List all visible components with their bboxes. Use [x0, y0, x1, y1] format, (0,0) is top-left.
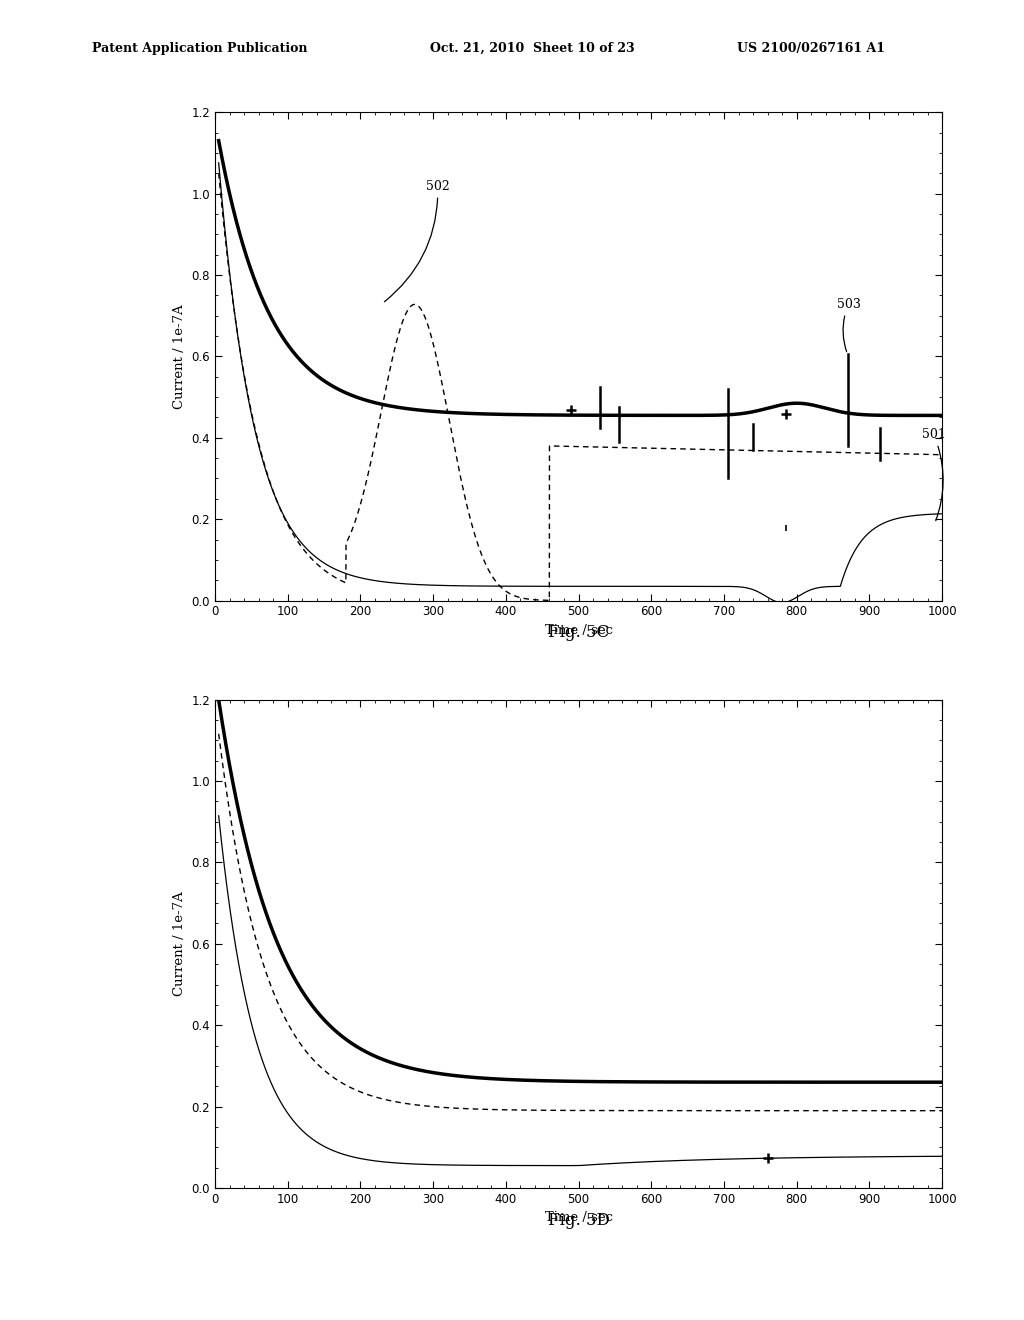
Text: 503: 503: [837, 297, 860, 351]
Text: Oct. 21, 2010  Sheet 10 of 23: Oct. 21, 2010 Sheet 10 of 23: [430, 42, 635, 55]
Text: 502: 502: [384, 180, 450, 302]
X-axis label: Time / sec: Time / sec: [545, 624, 612, 638]
Text: Patent Application Publication: Patent Application Publication: [92, 42, 307, 55]
X-axis label: Time / sec: Time / sec: [545, 1212, 612, 1225]
Text: US 2100/0267161 A1: US 2100/0267161 A1: [737, 42, 886, 55]
Text: Fig. 5D: Fig. 5D: [548, 1212, 609, 1229]
Y-axis label: Current / 1e-7A: Current / 1e-7A: [173, 891, 186, 997]
Y-axis label: Current / 1e-7A: Current / 1e-7A: [173, 304, 186, 409]
Text: 501: 501: [922, 428, 945, 520]
Text: Fig. 5C: Fig. 5C: [548, 624, 609, 642]
